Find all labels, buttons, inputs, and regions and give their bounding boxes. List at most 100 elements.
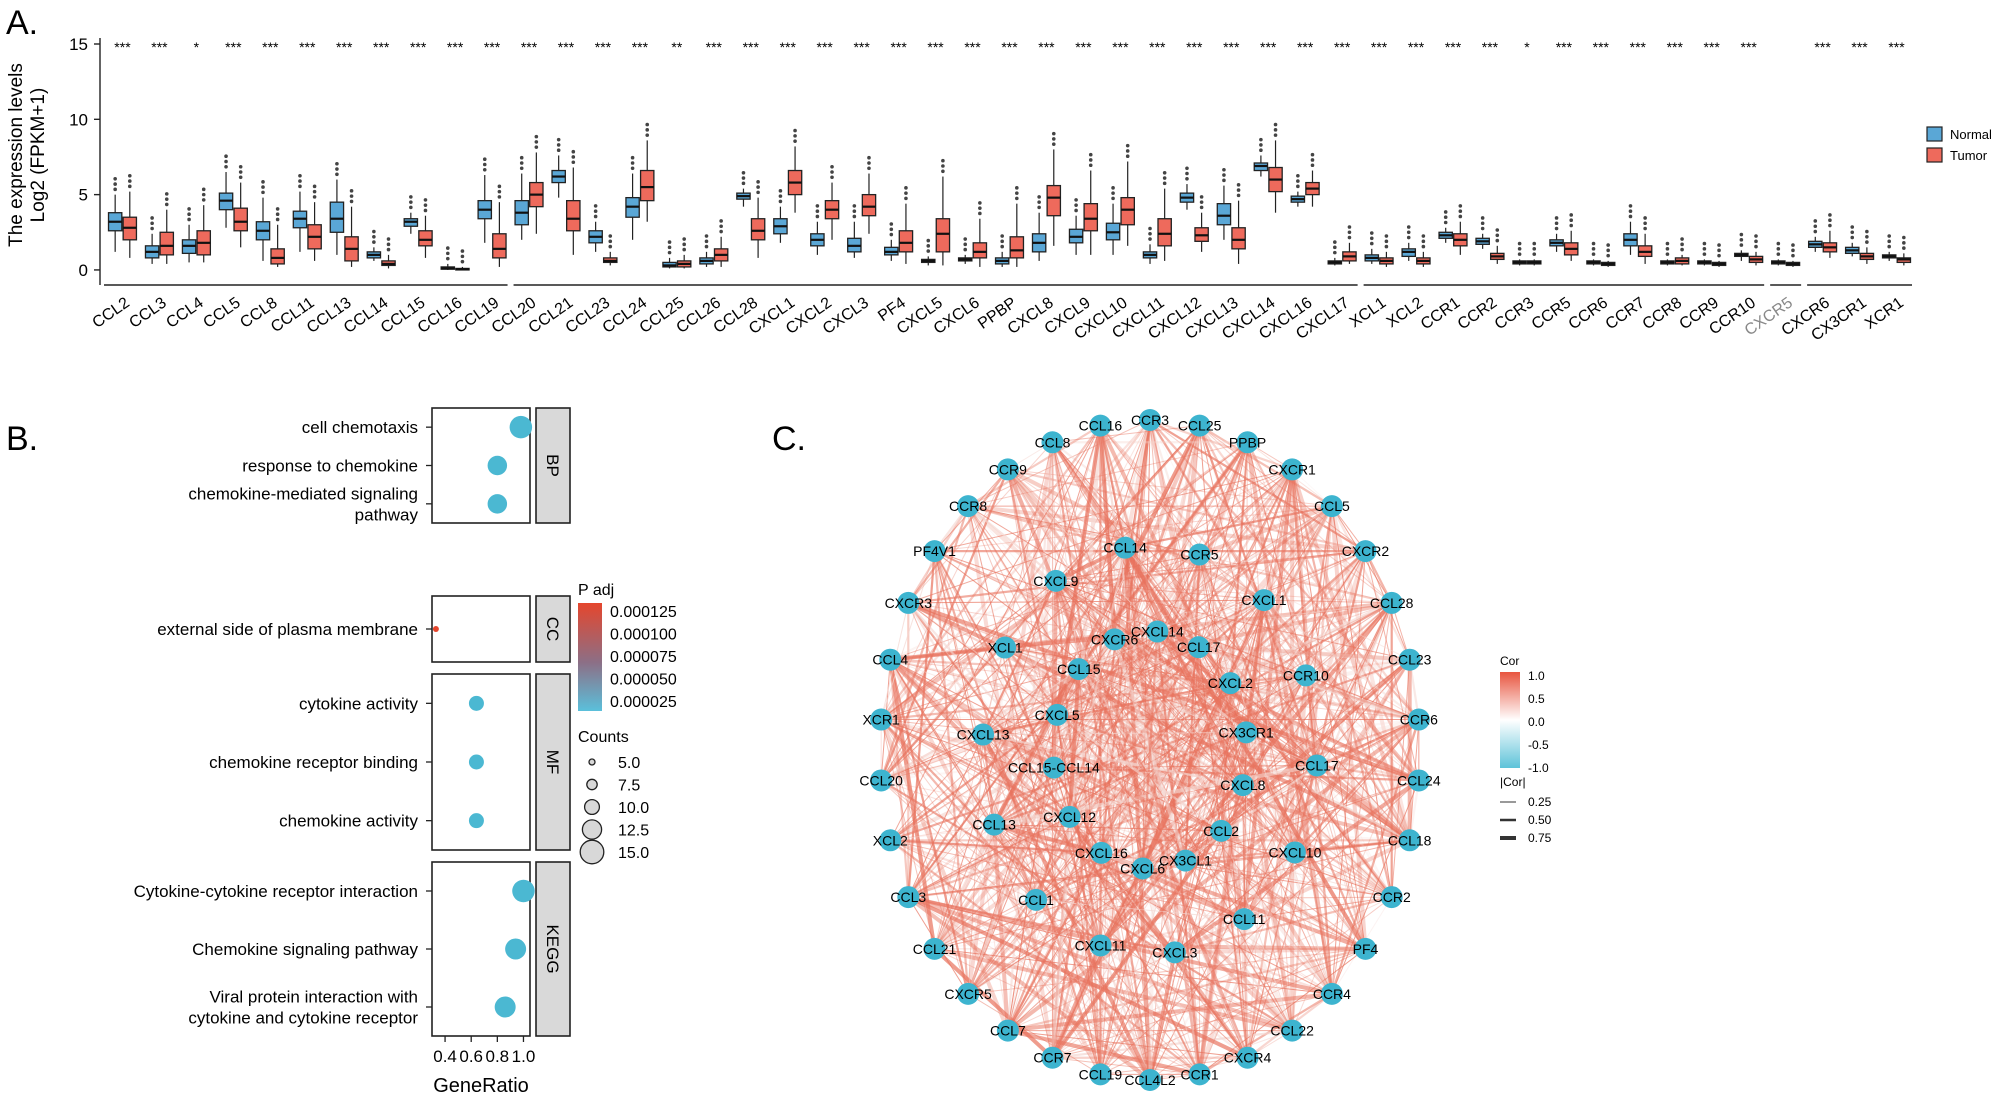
network-edge bbox=[889, 659, 910, 898]
network-edge bbox=[1100, 852, 1152, 1081]
box-iqr bbox=[329, 201, 345, 233]
outlier-point bbox=[1495, 238, 1500, 243]
node-cxcl13: CXCL13 bbox=[957, 723, 1010, 746]
significance-label: *** bbox=[558, 39, 575, 55]
network-edge bbox=[982, 668, 1080, 735]
network-edge bbox=[1004, 469, 1293, 648]
network-edge bbox=[1242, 784, 1366, 950]
outlier-point bbox=[372, 229, 376, 234]
outlier-point bbox=[941, 158, 945, 163]
outlier-point bbox=[534, 134, 539, 139]
network-edge bbox=[1055, 580, 1265, 601]
outlier-point bbox=[1606, 248, 1610, 253]
term-label: chemokine-mediated signaling bbox=[188, 484, 418, 503]
significance-label: *** bbox=[817, 39, 834, 55]
outlier-point bbox=[1813, 224, 1818, 229]
network-edge bbox=[889, 425, 1101, 841]
box-normal-cxcl5 bbox=[920, 238, 936, 266]
network-edge bbox=[1148, 419, 1333, 995]
network-edge bbox=[1114, 547, 1126, 640]
node-circle bbox=[1231, 774, 1254, 797]
node-circle bbox=[1380, 886, 1403, 909]
outlier-point bbox=[238, 164, 243, 169]
x-tick-label-xcr1: XCR1 bbox=[1862, 294, 1907, 332]
network-edge bbox=[1156, 631, 1296, 853]
network-edges bbox=[879, 418, 1421, 1082]
box-normal-cx3cr1 bbox=[1844, 225, 1860, 257]
box-tumor-ccl14 bbox=[381, 237, 396, 269]
node-circle bbox=[1235, 721, 1258, 744]
network-edge bbox=[1141, 867, 1294, 1032]
outlier-point bbox=[1051, 142, 1056, 146]
outlier-point bbox=[534, 140, 539, 144]
node-label: CCL14 bbox=[1103, 540, 1147, 556]
outlier-point bbox=[1125, 154, 1130, 159]
box-normal-cxcl11 bbox=[1142, 226, 1158, 264]
network-edge bbox=[1051, 580, 1058, 768]
node-label: CXCR4 bbox=[1224, 1050, 1272, 1066]
box-tumor-cxcl17 bbox=[1342, 225, 1357, 264]
network-edge bbox=[1056, 714, 1186, 861]
network-edge bbox=[1034, 442, 1055, 900]
outlier-point bbox=[1259, 143, 1263, 147]
cor-legend-title: Cor bbox=[1500, 654, 1519, 668]
cor-tick-label: 0.5 bbox=[1528, 692, 1545, 706]
node-label: CCL18 bbox=[1388, 832, 1432, 848]
abs-tick-label: 0.25 bbox=[1528, 795, 1552, 809]
box-normal-cxcr6 bbox=[1807, 219, 1823, 252]
node-circle bbox=[879, 648, 902, 671]
y-axis-title: The expression levels Log2 (FPKM+1) bbox=[6, 63, 49, 247]
box-normal-ccl21 bbox=[551, 137, 566, 198]
network-edge bbox=[993, 647, 1007, 825]
network-edge bbox=[1124, 547, 1187, 861]
node-ccr1: CCR1 bbox=[1181, 1063, 1219, 1086]
significance-label: *** bbox=[1445, 39, 1462, 55]
network-edge bbox=[1185, 860, 1293, 1031]
significance-label: *** bbox=[1075, 39, 1092, 55]
node-circle bbox=[1354, 540, 1377, 563]
node-cxcl2: CXCL2 bbox=[1208, 672, 1253, 695]
network-edge bbox=[1099, 425, 1127, 548]
network-edge bbox=[934, 547, 1126, 950]
network-edge bbox=[1199, 554, 1265, 601]
network-edge bbox=[1221, 830, 1392, 898]
network-edge bbox=[1142, 550, 1366, 869]
node-circle bbox=[1042, 756, 1065, 779]
outlier-point bbox=[904, 191, 908, 195]
y-tick-label: 10 bbox=[69, 110, 88, 129]
network-edge bbox=[1053, 646, 1199, 768]
outlier-point bbox=[187, 212, 191, 217]
network-edge bbox=[1198, 553, 1393, 898]
facet-cc: CC external side of plasma membrane bbox=[157, 595, 571, 663]
significance-label: *** bbox=[853, 39, 870, 55]
box-tumor-ccl20 bbox=[529, 134, 544, 234]
outlier-point bbox=[1791, 248, 1795, 253]
outlier-point bbox=[1643, 226, 1647, 231]
network-edge bbox=[933, 550, 1102, 1075]
outlier-point bbox=[201, 198, 206, 202]
network-edge bbox=[934, 551, 1053, 1058]
outlier-point bbox=[1384, 244, 1389, 249]
term-dot bbox=[505, 938, 527, 960]
node-label: CCL1 bbox=[1018, 892, 1054, 908]
outlier-point bbox=[1259, 148, 1263, 152]
outlier-point bbox=[1569, 223, 1574, 228]
x-tick-label-ccr1: CCR1 bbox=[1418, 294, 1464, 333]
network-edge bbox=[1262, 599, 1412, 842]
network-edge bbox=[967, 505, 1201, 1075]
box-normal-cxcl3 bbox=[847, 204, 862, 258]
outlier-point bbox=[793, 128, 797, 133]
node-circle bbox=[1283, 841, 1306, 864]
node-cxcl5: CXCL5 bbox=[1035, 703, 1080, 726]
outlier-point bbox=[1148, 226, 1152, 231]
x-axis: 0.4 0.6 0.8 1.0 GeneRatio bbox=[433, 1036, 535, 1097]
outlier-point bbox=[1480, 216, 1485, 220]
network-edge bbox=[967, 767, 1055, 995]
node-circle bbox=[1163, 941, 1186, 964]
node-circle bbox=[1281, 458, 1304, 481]
box-normal-ccr7 bbox=[1623, 204, 1638, 255]
significance-label: *** bbox=[1630, 39, 1647, 55]
network-edge bbox=[1305, 675, 1318, 766]
node-label: XCL1 bbox=[988, 640, 1023, 656]
node-cxcl12: CXCL12 bbox=[1043, 805, 1096, 828]
